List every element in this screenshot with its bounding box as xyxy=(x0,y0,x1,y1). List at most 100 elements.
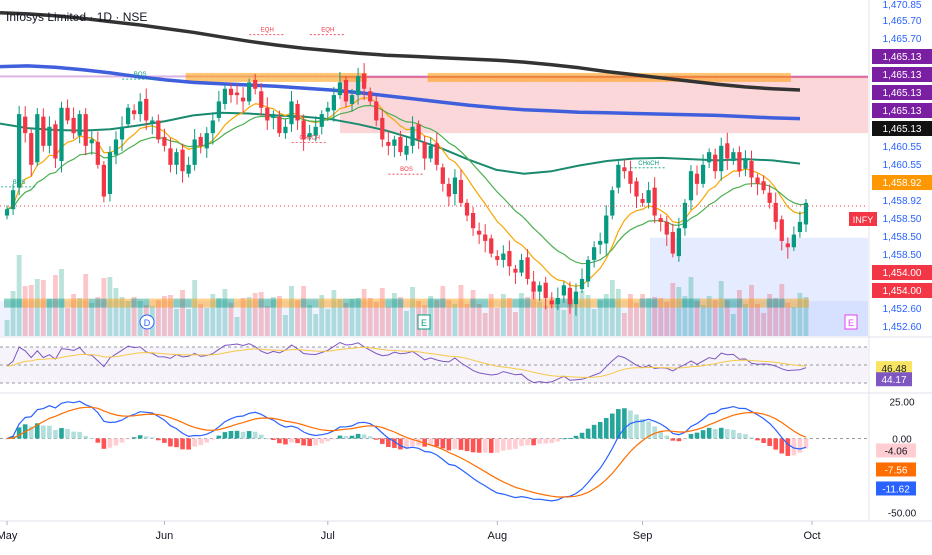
macd-bar xyxy=(634,414,639,439)
candle-body xyxy=(767,192,772,203)
order-block-cell xyxy=(276,72,283,82)
order-block-cell xyxy=(439,298,446,308)
volume-bar xyxy=(749,285,754,336)
macd-bar xyxy=(603,417,609,439)
macd-bar xyxy=(597,421,603,439)
macd-bar xyxy=(53,430,58,439)
macd-bar xyxy=(4,438,10,440)
price-axis-label: 1,465.70 xyxy=(883,34,922,45)
macd-bar xyxy=(628,410,633,439)
rsi-value-bg xyxy=(876,361,912,376)
candle-body xyxy=(380,117,385,140)
order-block-cell xyxy=(52,298,59,308)
macd-bar xyxy=(34,423,40,439)
macd-bar xyxy=(470,438,476,453)
price-tag-bg xyxy=(872,283,932,298)
volume-bar xyxy=(337,299,343,336)
volume-bar xyxy=(458,285,464,336)
order-block-cell xyxy=(591,72,598,82)
symbol-tag-bg xyxy=(849,212,877,226)
candle-body xyxy=(452,177,458,194)
chart-background xyxy=(0,0,868,550)
order-block-cell xyxy=(349,72,356,82)
candle-body xyxy=(156,120,161,140)
candle-body xyxy=(107,152,113,194)
order-block-cell xyxy=(82,298,89,308)
order-block-cell xyxy=(367,298,374,308)
order-block-cell xyxy=(100,298,107,308)
macd-bar xyxy=(28,426,34,439)
order-block-cell xyxy=(796,298,803,308)
macd-bar xyxy=(210,438,216,440)
macd-bar xyxy=(688,433,694,439)
order-block-cell xyxy=(518,72,525,82)
candle-body xyxy=(398,136,403,153)
macd-bar xyxy=(531,438,536,446)
order-block-cell xyxy=(246,72,253,82)
candle-body xyxy=(180,149,185,172)
x-axis-label: Jun xyxy=(156,530,174,542)
macd-bar xyxy=(767,438,772,446)
candle-body xyxy=(422,142,427,159)
candle-body xyxy=(573,291,579,305)
macd-bar xyxy=(95,438,101,443)
order-block-cell xyxy=(772,298,779,308)
moving-average-line xyxy=(0,10,801,92)
macd-bar xyxy=(289,438,294,443)
order-block-cell xyxy=(560,72,567,82)
volume-bar xyxy=(89,303,95,336)
volume-bar xyxy=(385,307,391,336)
order-block-cell xyxy=(94,298,101,308)
price-tag-bg xyxy=(872,67,932,82)
order-block-cell xyxy=(530,72,537,82)
order-block-cell xyxy=(760,298,767,308)
volume-bar xyxy=(398,297,403,336)
moving-average-line xyxy=(0,64,801,121)
order-block-cell xyxy=(500,298,507,308)
order-block-cell xyxy=(106,298,113,308)
order-block-cell xyxy=(34,298,41,308)
macd-bar xyxy=(59,428,64,439)
volume-bar xyxy=(658,298,664,336)
volume-bar xyxy=(724,300,730,336)
order-block-cell xyxy=(258,72,265,82)
macd-bar xyxy=(379,438,385,444)
volume-bar xyxy=(216,298,222,336)
volume-bar xyxy=(755,304,760,336)
macd-bar xyxy=(682,438,688,440)
macd-bar xyxy=(355,433,361,439)
candle-body xyxy=(458,180,464,203)
x-axis-label: Jul xyxy=(321,530,335,542)
macd-bar xyxy=(700,430,706,439)
macd-bar xyxy=(240,431,246,439)
order-block-cell xyxy=(694,72,701,82)
volume-bar xyxy=(767,294,773,336)
macd-bar xyxy=(525,438,530,446)
macd-bar xyxy=(513,438,518,449)
candle-body xyxy=(543,282,548,298)
order-block-cell xyxy=(464,298,471,308)
candle-body xyxy=(416,124,421,140)
order-block-cell xyxy=(712,298,719,308)
order-block-cell xyxy=(754,72,761,82)
macd-bar xyxy=(785,438,791,456)
volume-bar xyxy=(307,305,313,336)
candle-body xyxy=(265,107,270,121)
order-block-cell xyxy=(288,298,295,308)
volume-bar xyxy=(597,300,603,336)
candle-body xyxy=(604,215,609,244)
order-block-cell xyxy=(397,298,404,308)
order-block-cell xyxy=(167,298,174,308)
order-block-cell xyxy=(687,298,694,308)
order-block-cell xyxy=(482,298,489,308)
candle-body xyxy=(646,190,651,203)
order-block-cell xyxy=(58,298,65,308)
volume-bar xyxy=(440,286,446,336)
price-axis-label: 1,458.50 xyxy=(883,250,922,261)
order-block-cell xyxy=(324,298,331,308)
candle-body xyxy=(192,139,197,165)
structure-label: EQH xyxy=(261,28,274,34)
candle-body xyxy=(89,139,94,144)
